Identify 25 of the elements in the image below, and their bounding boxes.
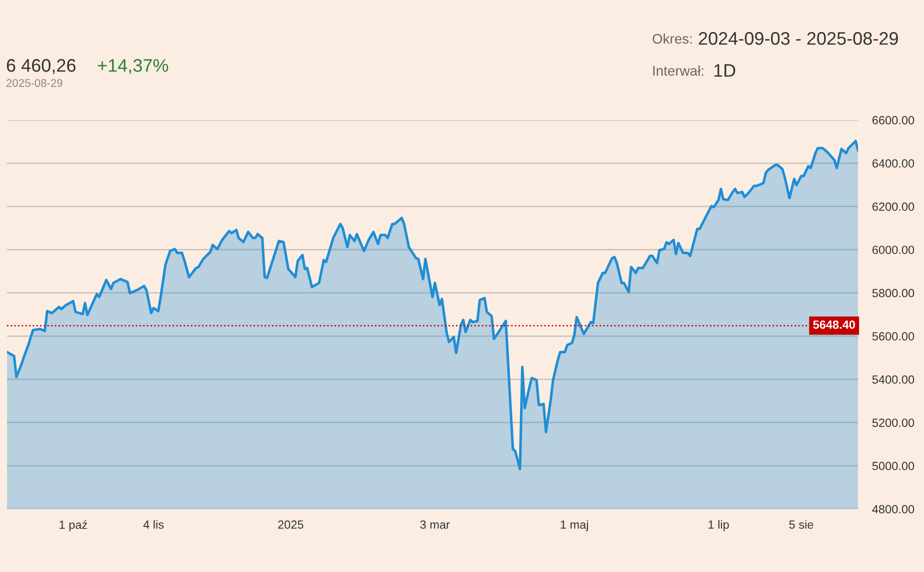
- y-tick-label: 6600.00: [872, 116, 914, 124]
- x-tick-label: 5 sie: [789, 520, 814, 529]
- x-tick-label: 1 maj: [560, 520, 588, 532]
- y-tick-label: 5000.00: [872, 462, 914, 470]
- y-tick-label: 5800.00: [872, 288, 914, 298]
- ref-line-label: 5648.40: [813, 320, 855, 329]
- y-tick-label: 6400.00: [872, 159, 914, 168]
- y-tick-label: 5600.00: [872, 332, 914, 341]
- y-tick-label: 5400.00: [872, 375, 914, 384]
- text: Okres:: [652, 34, 692, 44]
- y-tick-label: 5200.00: [872, 418, 914, 427]
- text: 1D: [714, 64, 736, 77]
- y-tick-label: 6200.00: [872, 202, 914, 211]
- x-tick-label: 1 paź: [60, 520, 88, 532]
- text: 2025-08-29: [6, 79, 62, 87]
- x-tick-label: 3 mar: [420, 520, 450, 529]
- y-tick-label: 4800.00: [872, 505, 914, 514]
- text: 2024-09-03 - 2025-08-29: [698, 32, 898, 45]
- text: 6 460,26: [6, 59, 76, 74]
- y-tick-label: 6000.00: [872, 246, 914, 254]
- text: +14,37%: [98, 59, 168, 74]
- x-tick-label: 1 lip: [708, 520, 729, 532]
- x-tick-label: 2025: [278, 520, 304, 529]
- text: Interwał:: [653, 66, 704, 76]
- x-tick-label: 4 lis: [143, 520, 164, 529]
